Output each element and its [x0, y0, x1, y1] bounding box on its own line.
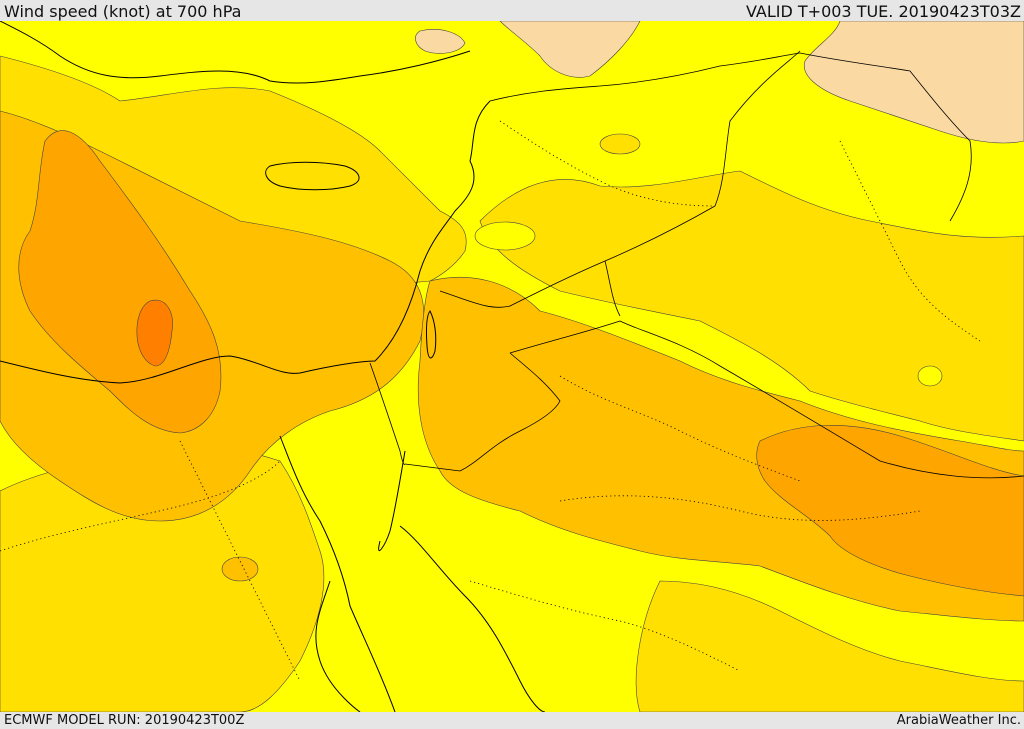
- border-7: [799, 52, 972, 222]
- border-5: [604, 260, 621, 317]
- internal-boundary-6: [839, 140, 981, 342]
- calm-patch-small: [415, 29, 466, 54]
- border-4: [439, 50, 801, 308]
- internal-boundary-1: [499, 120, 716, 207]
- footer-bar: ECMWF MODEL RUN: 20190423T00Z ArabiaWeat…: [0, 712, 1024, 729]
- contour-band-light-south: [635, 580, 1024, 712]
- coastline-cyprus: [265, 161, 360, 191]
- wind-speed-map[interactable]: [0, 21, 1024, 712]
- valid-time: VALID T+003 TUE. 20190423T03Z: [745, 2, 1021, 21]
- field-hole-1: [599, 133, 641, 155]
- map-title: Wind speed (knot) at 700 hPa: [4, 2, 242, 21]
- coastline-mediterranean: [0, 100, 491, 384]
- internal-boundary-3: [0, 460, 281, 552]
- internal-boundary-7: [179, 440, 301, 682]
- border-1: [369, 362, 406, 465]
- calm-patch-north: [499, 21, 641, 78]
- field-hole-4: [221, 556, 259, 582]
- border-2: [404, 352, 561, 472]
- model-run-label: ECMWF MODEL RUN: 20190423T00Z: [4, 713, 245, 728]
- coastline-dead-sea: [425, 310, 437, 359]
- field-hole-2: [474, 221, 536, 251]
- contour-band-strong-west: [18, 130, 222, 434]
- border-3: [509, 320, 1024, 479]
- coastline-gulf-of-suez: [279, 435, 396, 712]
- contour-band-strongest-core: [136, 299, 173, 367]
- credit-label: ArabiaWeather Inc.: [896, 713, 1021, 728]
- coastline-turkey: [0, 21, 471, 84]
- border-6: [489, 52, 801, 102]
- internal-boundary-2: [559, 375, 801, 482]
- coastline-gulf-of-aqaba: [378, 450, 406, 552]
- internal-boundary-4: [559, 495, 921, 521]
- contour-band-light-east: [479, 170, 1024, 442]
- field-hole-3: [917, 365, 943, 387]
- coastline-red-sea-east: [399, 525, 546, 712]
- contour-band-strong-east: [756, 425, 1024, 597]
- map-canvas: [0, 21, 1024, 712]
- coastline-red-sea-west: [315, 580, 361, 712]
- header-bar: Wind speed (knot) at 700 hPa VALID T+003…: [0, 0, 1024, 21]
